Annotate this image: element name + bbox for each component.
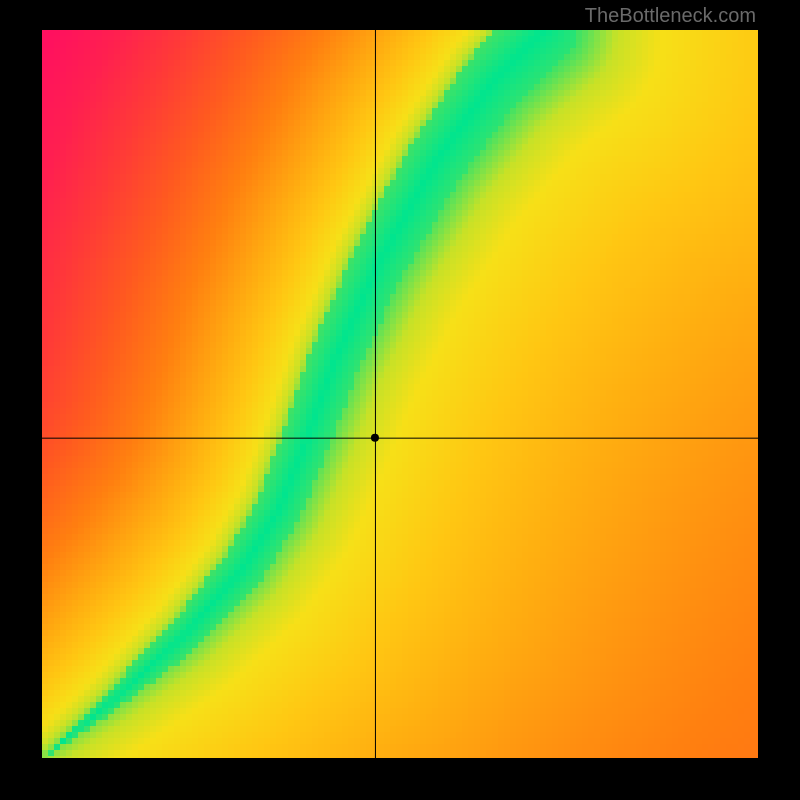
watermark-text: TheBottleneck.com (585, 5, 756, 28)
heatmap-plot (42, 30, 758, 758)
outer-frame: TheBottleneck.com (0, 0, 800, 800)
